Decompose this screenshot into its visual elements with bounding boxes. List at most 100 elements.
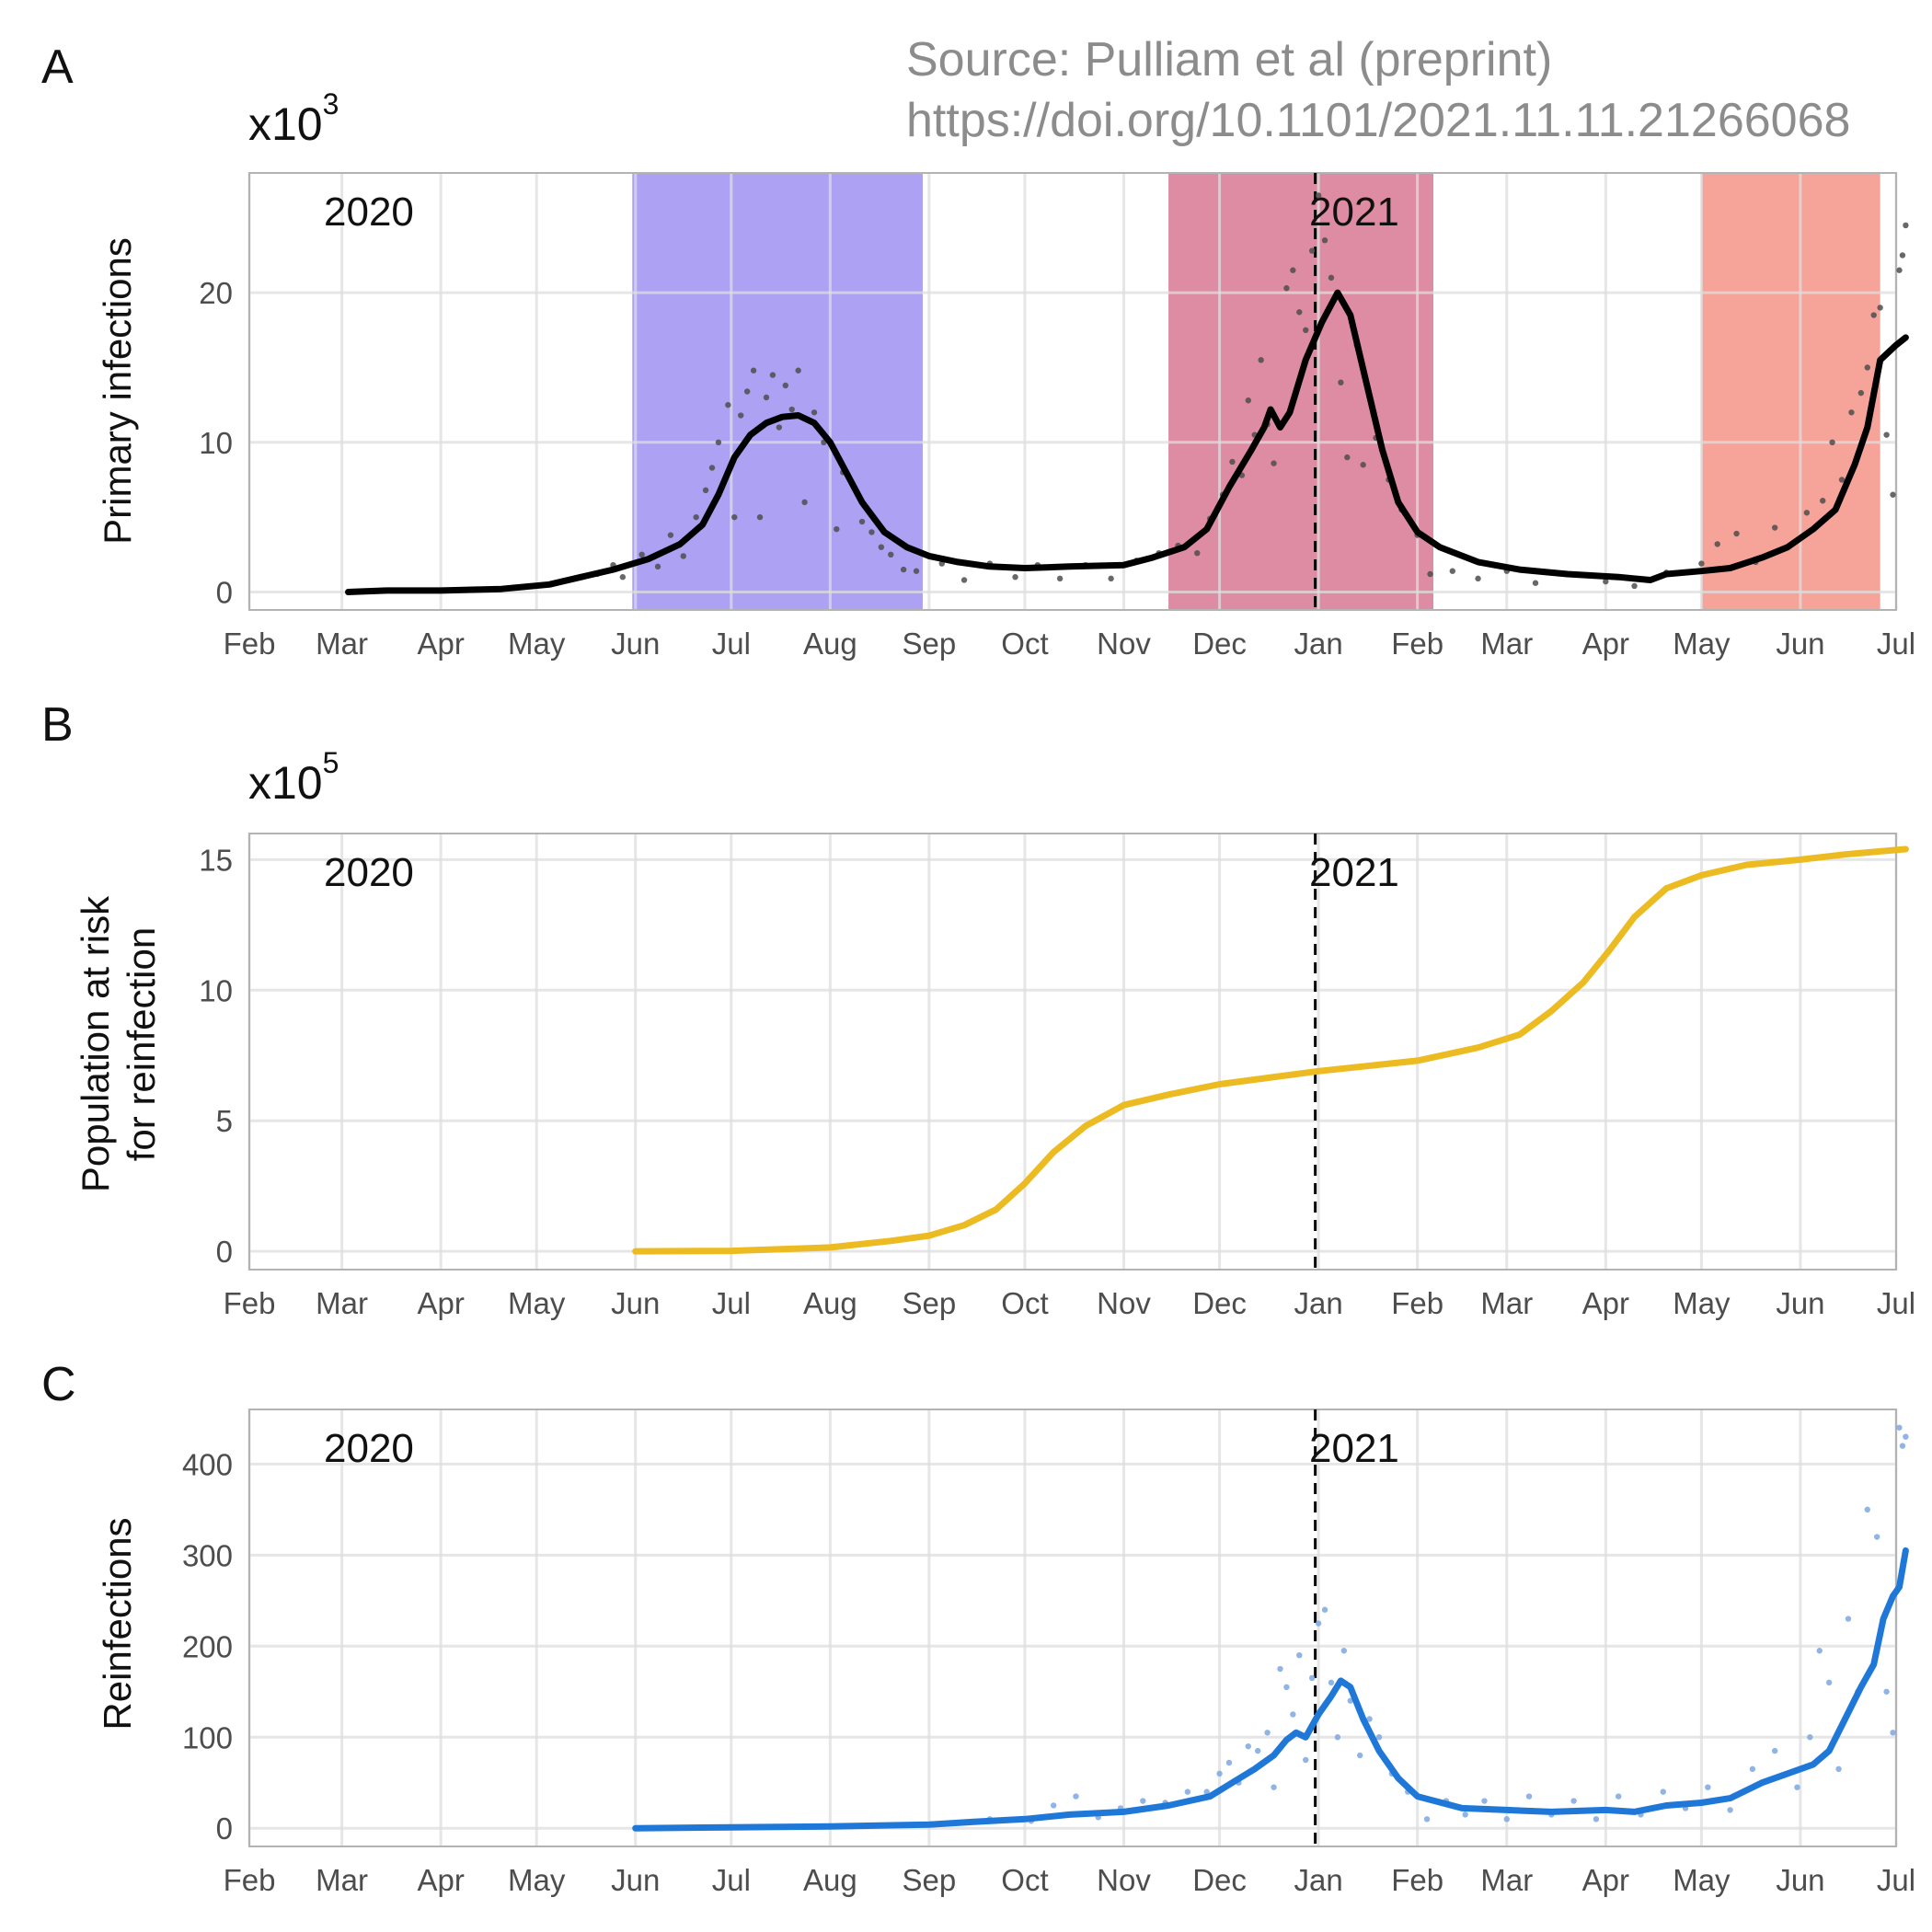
daily-point <box>1835 1765 1842 1773</box>
x-tick-label: May <box>1673 1286 1731 1320</box>
x-tick-label: May <box>1673 1863 1731 1897</box>
year-label-2020: 2020 <box>324 850 414 895</box>
daily-point <box>1245 397 1251 404</box>
daily-point <box>1899 1443 1906 1449</box>
panel-c-ylabel: Reinfections <box>96 1517 139 1730</box>
y-tick-label: 10 <box>199 426 233 460</box>
daily-point <box>1727 1807 1733 1813</box>
plot-frame <box>248 833 1897 1271</box>
panel-c: C Reinfections 2020 2021 0 100 200 300 400 Feb M… <box>41 1358 1915 1897</box>
wave-band-3 <box>1701 173 1880 610</box>
daily-point <box>1870 312 1877 318</box>
x-tick-label: May <box>508 627 566 661</box>
panel-a-multiplier: x103 <box>248 87 339 150</box>
daily-point <box>1794 1784 1800 1790</box>
x-tick-label: Mar <box>316 1286 368 1320</box>
x-tick-label: Jul <box>712 1286 751 1320</box>
x-tick-label: Aug <box>803 1863 857 1897</box>
daily-point <box>1864 364 1870 371</box>
panel-b: B x105 Population at risk for reinfectio… <box>41 698 1915 1320</box>
daily-point <box>1883 1688 1890 1695</box>
daily-point <box>788 406 795 413</box>
x-tick-label: Dec <box>1192 627 1247 661</box>
x-tick-label: Jul <box>712 1863 751 1897</box>
x-tick-label: Oct <box>1001 627 1048 661</box>
x-tick-label: Dec <box>1192 1286 1247 1320</box>
daily-point <box>1816 1648 1823 1654</box>
daily-point <box>1525 1793 1533 1800</box>
daily-point <box>1203 1788 1210 1795</box>
x-tick-label: Jun <box>1776 627 1824 661</box>
daily-point <box>1283 285 1290 292</box>
x-tick-label: Nov <box>1097 627 1151 661</box>
daily-point <box>1225 1759 1233 1766</box>
daily-point <box>1308 247 1316 254</box>
daily-point <box>801 499 808 506</box>
x-tick-label: Nov <box>1097 1863 1151 1897</box>
daily-point <box>1427 570 1433 578</box>
daily-point <box>868 529 875 535</box>
x-tick-label: Jan <box>1294 1863 1343 1897</box>
daily-point <box>1012 574 1018 581</box>
daily-point <box>1749 1765 1756 1773</box>
panel-b-multiplier: x105 <box>248 746 339 809</box>
daily-point <box>913 568 920 574</box>
x-tick-label: Mar <box>1480 1286 1533 1320</box>
daily-point <box>1296 309 1303 316</box>
daily-point <box>1825 1679 1833 1686</box>
x-tick-label: Sep <box>903 627 957 661</box>
daily-point <box>960 577 968 583</box>
daily-point <box>743 388 751 395</box>
daily-point <box>756 513 764 521</box>
daily-point <box>1481 1798 1488 1804</box>
daily-point <box>1255 1747 1261 1754</box>
panel-b-ylabel-line1: Population at risk <box>74 895 117 1192</box>
x-tick-label: Jun <box>611 627 660 661</box>
daily-point <box>834 525 840 533</box>
daily-point <box>1503 1816 1510 1823</box>
daily-point <box>1423 1816 1431 1823</box>
x-tick-label: Feb <box>224 1863 276 1897</box>
x-tick-label: Jul <box>1877 1863 1915 1897</box>
daily-point <box>750 367 757 374</box>
x-tick-label: Jan <box>1294 627 1343 661</box>
x-tick-label: Feb <box>1391 1286 1443 1320</box>
daily-point <box>1303 1756 1309 1764</box>
daily-point <box>1245 1742 1251 1750</box>
daily-point <box>702 487 709 494</box>
x-tick-label: Dec <box>1192 1863 1247 1897</box>
x-tick-label: Apr <box>1582 1286 1629 1320</box>
year-label-2021: 2021 <box>1309 190 1399 235</box>
daily-point <box>1873 1534 1880 1540</box>
wave-band-1 <box>632 173 923 610</box>
daily-point <box>1056 575 1064 582</box>
x-tick-label: Feb <box>224 1286 276 1320</box>
year-label-2021: 2021 <box>1309 1426 1399 1471</box>
daily-point <box>1462 1811 1468 1818</box>
daily-point <box>1838 477 1846 483</box>
x-tick-label: Sep <box>903 1863 957 1897</box>
daily-point <box>638 551 645 558</box>
daily-point <box>1660 1788 1666 1795</box>
daily-point <box>667 532 674 538</box>
x-tick-label: May <box>1673 627 1731 661</box>
x-tick-label: Feb <box>224 627 276 661</box>
x-tick-label: Oct <box>1001 1863 1048 1897</box>
daily-point <box>1896 1424 1903 1431</box>
daily-point <box>1050 1802 1057 1809</box>
daily-point <box>1328 274 1335 282</box>
x-tick-label: May <box>508 1863 566 1897</box>
daily-point <box>1615 1793 1622 1800</box>
daily-point <box>693 513 699 521</box>
x-tick-label: Apr <box>417 1863 464 1897</box>
daily-point <box>878 544 885 550</box>
daily-point <box>1631 582 1638 590</box>
panel-letter-b: B <box>41 698 74 752</box>
daily-point <box>708 465 716 471</box>
plot-frame <box>248 1409 1897 1847</box>
daily-point <box>1184 1788 1191 1795</box>
daily-point <box>769 372 776 378</box>
y-tick-label: 15 <box>199 843 233 877</box>
y-tick-label: 200 <box>182 1629 233 1663</box>
